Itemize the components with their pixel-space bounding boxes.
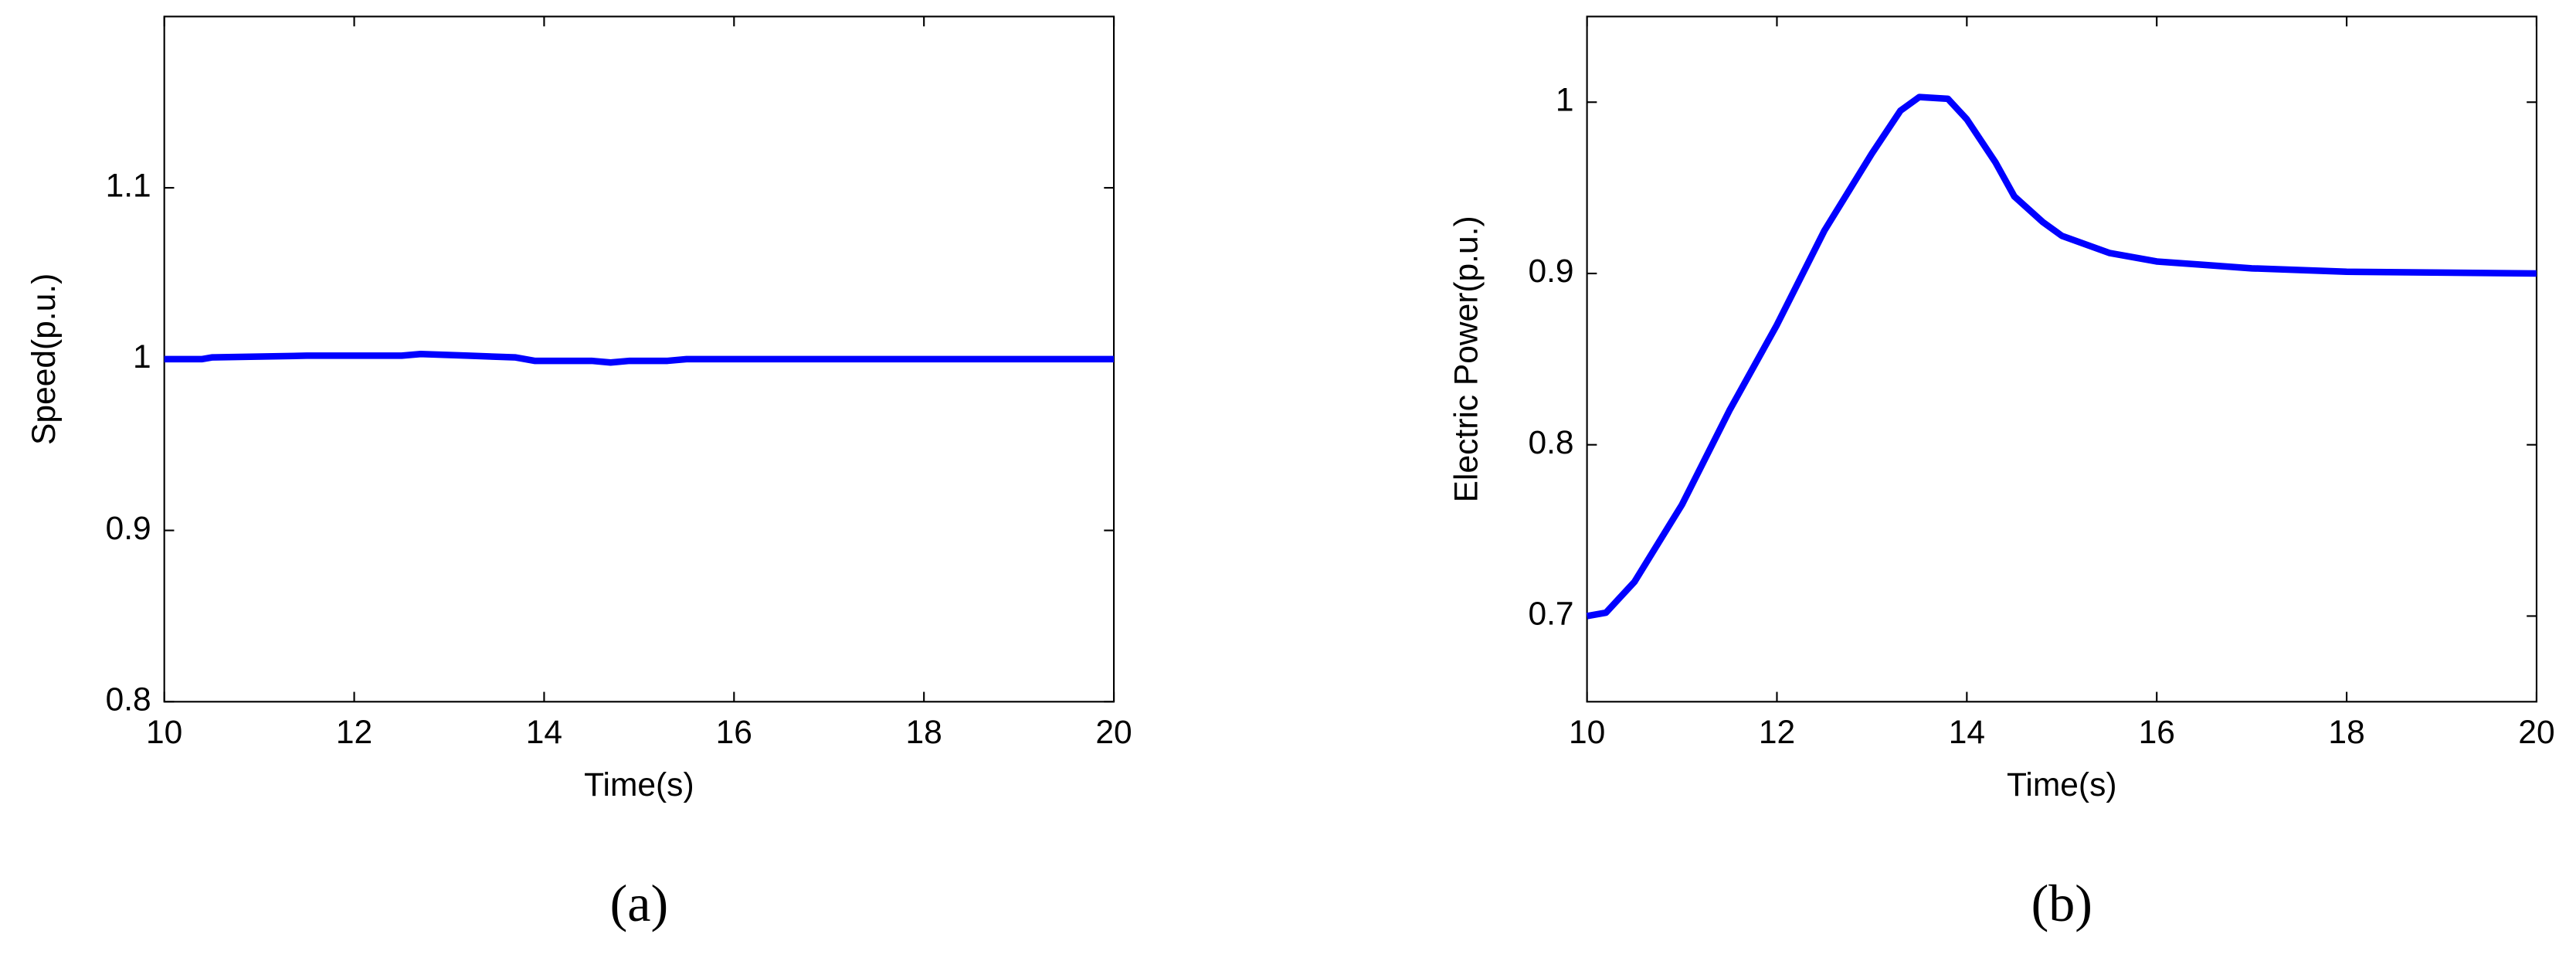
panel-label: (a) bbox=[610, 874, 669, 932]
x-tick-label: 14 bbox=[526, 714, 562, 751]
x-tick-label: 10 bbox=[146, 714, 182, 751]
y-tick-label: 0.8 bbox=[1528, 424, 1573, 461]
x-tick-label: 16 bbox=[2139, 714, 2175, 751]
x-tick-label: 20 bbox=[1095, 714, 1132, 751]
y-tick-label: 1 bbox=[1556, 81, 1574, 118]
chart-panel: 0.7 0.8 0.9 1 10 12 14 16 18 20 Time(s) Electric Po… bbox=[1448, 15, 2555, 932]
data-line bbox=[1586, 93, 2537, 620]
y-axis-label: Speed(p.u.) bbox=[25, 273, 63, 445]
y-tick-label: 1.1 bbox=[106, 167, 151, 204]
panel-label: (b) bbox=[2031, 874, 2092, 932]
x-tick-label: 20 bbox=[2518, 714, 2554, 751]
chart-panel: 0.8 0.9 1 1.1 10 12 14 16 18 20 Time(s) Speed(p.u.)… bbox=[25, 15, 1132, 932]
y-tick-label: 0.7 bbox=[1528, 596, 1573, 633]
x-tick-label: 16 bbox=[716, 714, 752, 751]
x-axis-label: Time(s) bbox=[2007, 766, 2116, 803]
y-tick-label: 0.9 bbox=[1528, 253, 1573, 290]
y-tick-label: 0.8 bbox=[106, 681, 151, 718]
data-line bbox=[164, 350, 1115, 366]
x-tick-label: 12 bbox=[336, 714, 372, 751]
x-axis-label: Time(s) bbox=[584, 766, 694, 803]
x-tick-label: 12 bbox=[1759, 714, 1795, 751]
x-tick-label: 10 bbox=[1569, 714, 1605, 751]
y-tick-label: 0.9 bbox=[106, 510, 151, 547]
x-tick-label: 14 bbox=[1949, 714, 1985, 751]
plot-area bbox=[1586, 15, 2538, 703]
y-axis-label: Electric Power(p.u.) bbox=[1448, 216, 1485, 502]
x-tick-label: 18 bbox=[906, 714, 942, 751]
y-tick-label: 1 bbox=[133, 338, 151, 375]
x-tick-label: 18 bbox=[2328, 714, 2364, 751]
